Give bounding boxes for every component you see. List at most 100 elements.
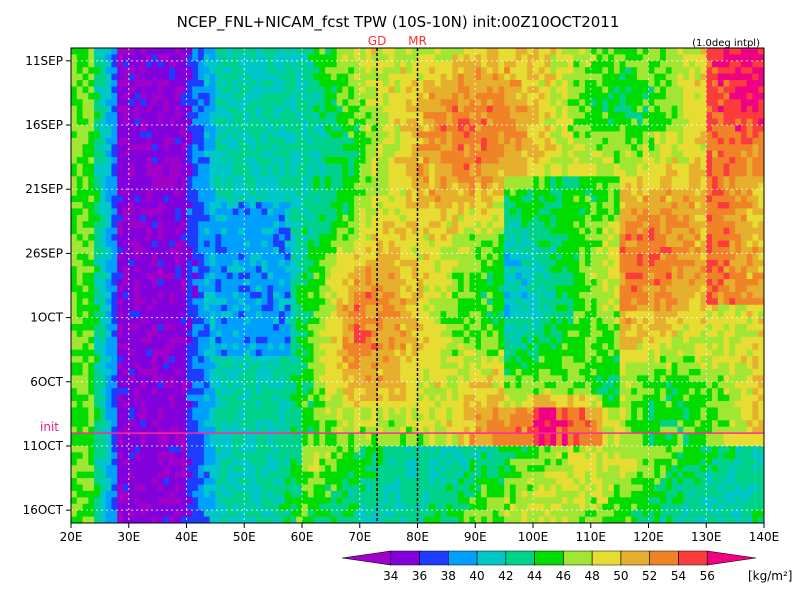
heatmap-cell <box>533 304 540 312</box>
heatmap-cell <box>359 73 366 81</box>
heatmap-cell <box>267 227 274 235</box>
heatmap-cell <box>186 48 193 55</box>
heatmap-cell <box>648 150 655 158</box>
heatmap-cell <box>746 285 753 293</box>
heatmap-cell <box>752 67 759 75</box>
heatmap-cell <box>758 253 764 261</box>
heatmap-cell <box>740 182 748 190</box>
heatmap-cell <box>584 208 592 216</box>
heatmap-cell <box>550 131 557 139</box>
heatmap-cell <box>140 60 147 68</box>
heatmap-cell <box>128 105 135 113</box>
heatmap-cell <box>677 234 684 241</box>
heatmap-cell <box>613 291 621 299</box>
heatmap-cell <box>602 60 609 68</box>
heatmap-cell <box>642 259 649 267</box>
heatmap-cell <box>619 208 626 216</box>
heatmap-cell <box>307 234 314 241</box>
heatmap-cell <box>469 150 476 158</box>
heatmap-cell <box>336 169 343 177</box>
heatmap-cell <box>71 118 78 126</box>
heatmap-cell <box>665 253 673 261</box>
heatmap-cell <box>446 112 453 120</box>
heatmap-cell <box>169 169 176 177</box>
heatmap-cell <box>307 144 314 152</box>
heatmap-cell <box>423 80 430 87</box>
heatmap-cell <box>469 285 476 293</box>
heatmap-cell <box>111 125 118 132</box>
heatmap-cell <box>602 105 609 113</box>
heatmap-cell <box>642 246 649 254</box>
heatmap-cell <box>688 195 696 203</box>
heatmap-cell <box>307 189 314 197</box>
heatmap-cell <box>128 240 135 248</box>
heatmap-cell <box>417 195 424 203</box>
heatmap-cell <box>712 48 719 55</box>
heatmap-cell <box>186 272 193 280</box>
heatmap-cell <box>94 279 101 286</box>
heatmap-cell <box>446 125 453 132</box>
heatmap-cell <box>544 246 551 254</box>
heatmap-cell <box>521 221 528 229</box>
heatmap-cell <box>625 279 632 286</box>
heatmap-cell <box>452 157 459 164</box>
heatmap-cell <box>521 176 528 184</box>
heatmap-cell <box>163 105 170 113</box>
heatmap-cell <box>567 234 574 241</box>
heatmap-cell <box>538 163 545 171</box>
heatmap-cell <box>174 157 182 164</box>
heatmap-cell <box>596 221 603 229</box>
heatmap-cell <box>330 227 338 235</box>
heatmap-cell <box>683 304 690 312</box>
heatmap-cell <box>261 304 268 312</box>
heatmap-cell <box>105 272 112 280</box>
heatmap-cell <box>365 48 372 55</box>
heatmap-cell <box>325 157 332 164</box>
heatmap-cell <box>417 285 424 293</box>
heatmap-cell <box>278 259 286 267</box>
heatmap-cell <box>677 253 684 261</box>
heatmap-cell <box>394 291 401 299</box>
heatmap-cell <box>752 227 759 235</box>
heatmap-cell <box>302 54 309 62</box>
heatmap-cell <box>567 157 574 164</box>
heatmap-cell <box>642 214 649 222</box>
heatmap-cell <box>504 137 511 145</box>
heatmap-cell <box>250 214 257 222</box>
heatmap-cell <box>400 195 407 203</box>
heatmap-cell <box>330 291 338 299</box>
heatmap-cell <box>671 304 678 312</box>
heatmap-cell <box>163 214 170 222</box>
heatmap-cell <box>353 157 361 164</box>
heatmap-cell <box>740 266 748 274</box>
heatmap-cell <box>244 240 251 248</box>
heatmap-cell <box>625 298 632 306</box>
heatmap-cell <box>140 92 147 100</box>
heatmap-cell <box>128 304 135 312</box>
heatmap-cell <box>122 73 130 81</box>
heatmap-cell <box>533 227 540 235</box>
heatmap-cell <box>382 182 390 190</box>
heatmap-cell <box>631 144 638 152</box>
heatmap-cell <box>215 112 222 120</box>
heatmap-cell <box>498 80 505 87</box>
heatmap-cell <box>515 99 522 107</box>
heatmap-cell <box>290 182 297 190</box>
heatmap-cell <box>596 118 603 126</box>
heatmap-cell <box>700 291 707 299</box>
heatmap-cell <box>232 176 239 184</box>
heatmap-cell <box>423 60 430 68</box>
heatmap-cell <box>486 227 493 235</box>
heatmap-cell <box>602 86 609 94</box>
heatmap-cell <box>238 92 245 100</box>
heatmap-cell <box>636 266 644 274</box>
heatmap-cell <box>111 279 118 286</box>
heatmap-cell <box>486 202 493 209</box>
heatmap-cell <box>735 285 742 293</box>
heatmap-cell <box>533 272 540 280</box>
heatmap-cell <box>665 291 673 299</box>
heatmap-cell <box>88 221 95 229</box>
heatmap-cell <box>82 150 89 158</box>
heatmap-cell <box>284 150 291 158</box>
heatmap-cell <box>642 285 649 293</box>
